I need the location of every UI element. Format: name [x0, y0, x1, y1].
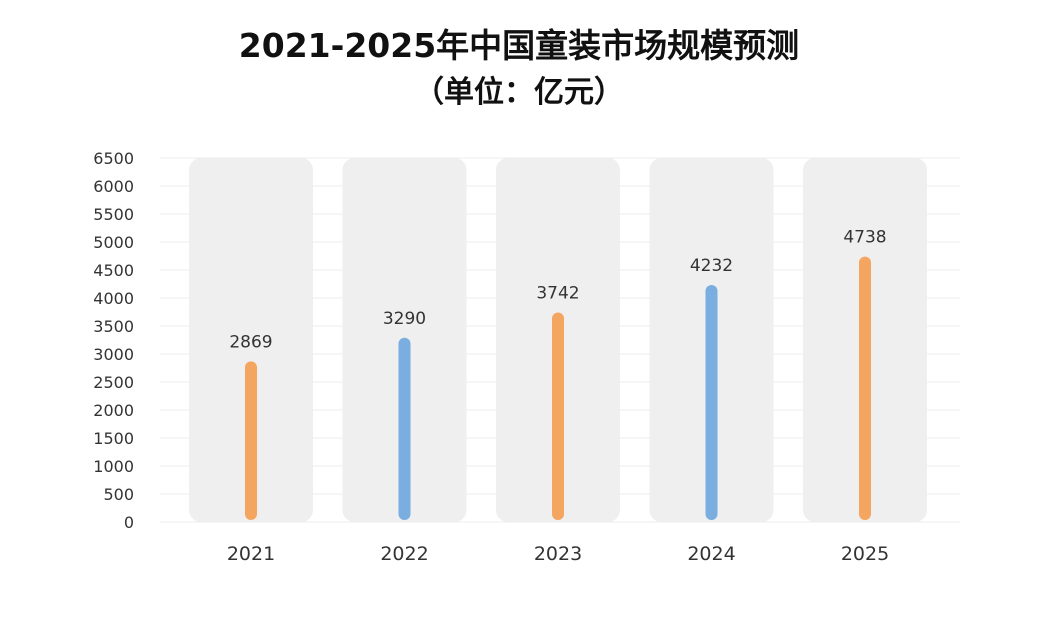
y-tick-label: 4500: [93, 261, 134, 280]
chart-subtitle: （单位：亿元）: [414, 75, 624, 110]
chart-title-block: 2021-2025年中国童装市场规模预测 （单位：亿元）: [0, 22, 1038, 116]
y-tick-label: 1500: [93, 429, 134, 448]
bar: [705, 285, 718, 520]
bar: [859, 256, 871, 520]
y-tick-label: 5500: [93, 205, 134, 224]
chart-title: 2021-2025年中国童装市场规模预测: [238, 26, 800, 65]
y-tick-label: 6000: [93, 177, 134, 196]
bar: [245, 361, 257, 520]
data-label: 3290: [383, 309, 426, 329]
data-label: 3742: [536, 283, 579, 303]
x-tick-label: 2023: [534, 543, 582, 565]
bar: [552, 312, 564, 520]
x-tick-label: 2025: [841, 543, 889, 565]
x-tick-label: 2024: [687, 543, 735, 565]
data-label: 2869: [229, 332, 272, 352]
x-tick-label: 2021: [227, 543, 275, 565]
y-tick-label: 3500: [93, 317, 134, 336]
data-label: 4232: [690, 256, 733, 276]
x-tick-label: 2022: [380, 543, 428, 565]
y-tick-label: 500: [103, 485, 134, 504]
y-tick-label: 4000: [93, 289, 134, 308]
y-tick-label: 2000: [93, 401, 134, 420]
bar: [398, 337, 411, 520]
y-tick-label: 3000: [93, 345, 134, 364]
y-tick-label: 6500: [93, 149, 134, 168]
y-tick-label: 5000: [93, 233, 134, 252]
bar-background-band: [189, 158, 313, 522]
y-tick-label: 2500: [93, 373, 134, 392]
y-tick-label: 1000: [93, 457, 134, 476]
y-tick-label: 0: [124, 513, 134, 532]
data-label: 4738: [843, 228, 886, 248]
